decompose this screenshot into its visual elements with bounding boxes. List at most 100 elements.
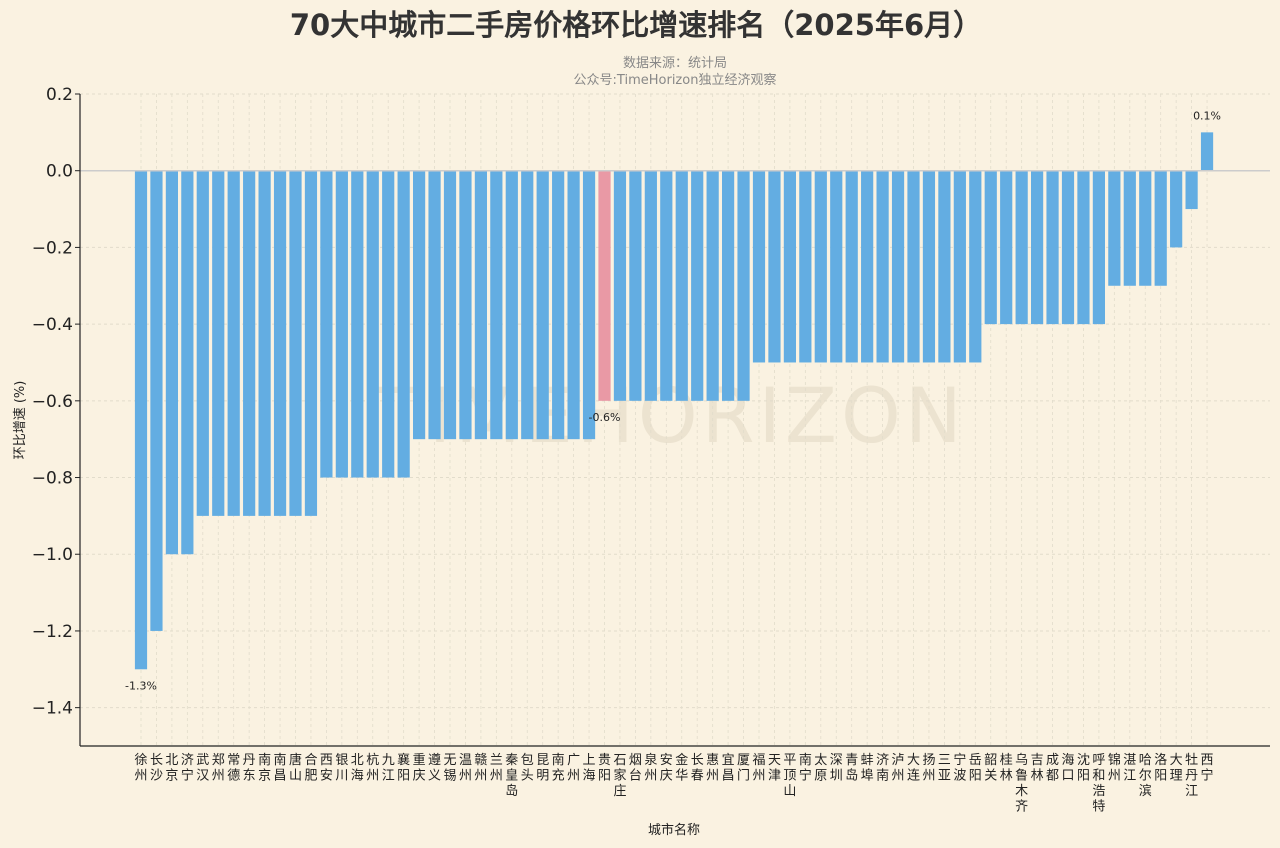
x-tick-char: 银	[335, 753, 348, 768]
x-tick-char: 吉	[1031, 753, 1044, 768]
x-tick-label: 长沙	[150, 753, 163, 784]
x-axis-label: 城市名称	[648, 822, 700, 838]
x-tick-char: 安	[320, 769, 333, 784]
x-tick-char: 成	[1046, 753, 1059, 768]
x-tick-char: 长	[150, 753, 163, 768]
x-tick-char: 南	[274, 752, 287, 768]
x-tick-label: 牡丹江	[1185, 753, 1198, 799]
x-tick-char: 昌	[274, 769, 287, 784]
x-tick-char: 京	[165, 769, 178, 784]
x-tick-label: 北京	[165, 753, 178, 784]
x-tick-label: 南充	[552, 752, 565, 784]
bar-44	[799, 170, 812, 363]
x-tick-char: 蚌	[861, 753, 874, 768]
bar-24	[490, 170, 503, 440]
x-tick-char: 州	[366, 769, 379, 784]
x-tick-label: 厦门	[737, 753, 750, 784]
bar-13	[320, 170, 333, 478]
x-tick-label: 惠州	[706, 753, 719, 784]
bar-42	[768, 170, 781, 363]
x-tick-label: 南京	[258, 752, 271, 784]
x-tick-char: 顶	[783, 769, 796, 784]
x-tick-char: 桂	[1000, 753, 1013, 768]
bar-33	[629, 170, 642, 401]
x-tick-label: 天津	[768, 753, 781, 784]
x-tick-char: 德	[227, 769, 240, 784]
x-tick-label: 吉林	[1031, 753, 1044, 784]
x-tick-char: 沙	[150, 769, 163, 784]
x-tick-label: 北海	[351, 753, 364, 784]
x-tick-label: 岳阳	[969, 753, 982, 784]
x-tick-char: 肥	[304, 769, 317, 784]
x-tick-label: 合肥	[304, 753, 317, 784]
x-tick-label: 杭州	[366, 753, 379, 784]
bar-49	[876, 170, 889, 363]
x-tick-char: 平	[783, 753, 796, 768]
x-tick-label: 深圳	[830, 753, 843, 784]
bar-3	[165, 170, 178, 555]
x-tick-char: 林	[1031, 769, 1044, 784]
x-tick-char: 关	[984, 769, 997, 784]
axes-group	[75, 93, 1270, 747]
x-tick-char: 无	[443, 753, 456, 768]
x-tick-char: 川	[335, 769, 348, 784]
x-tick-char: 州	[490, 769, 503, 784]
x-tick-char: 济	[876, 753, 889, 768]
x-tick-char: 口	[1061, 769, 1074, 784]
x-tick-label: 唐山	[289, 752, 302, 784]
x-tick-char: 北	[165, 753, 178, 768]
x-tick-label: 秦皇岛	[505, 753, 518, 799]
x-tick-char: 大	[1170, 753, 1183, 768]
bar-47	[845, 170, 858, 363]
x-tick-char: 木	[1015, 784, 1028, 799]
y-tick-label: −0.2	[32, 238, 73, 258]
bar-2	[150, 170, 163, 631]
x-tick-char: 武	[196, 753, 209, 768]
bar-59	[1031, 170, 1044, 325]
x-tick-char: 深	[830, 753, 843, 768]
bar-58	[1015, 170, 1028, 325]
bar-15	[351, 170, 364, 478]
x-tick-char: 温	[459, 753, 472, 768]
x-tick-char: 泉	[644, 752, 657, 768]
x-tick-char: 杭	[366, 753, 379, 768]
x-tick-label: 宁波	[953, 752, 966, 784]
x-tick-char: 常	[227, 753, 240, 768]
x-tick-char: 岳	[969, 753, 982, 768]
bar-19	[413, 170, 426, 440]
x-tick-char: 原	[814, 769, 827, 784]
x-tick-char: 宜	[722, 753, 735, 768]
x-tick-char: 州	[922, 769, 935, 784]
x-tick-char: 遵	[428, 752, 441, 768]
y-tick-label: −1.4	[32, 699, 73, 719]
x-tick-char: 州	[459, 769, 472, 784]
x-tick-char: 充	[552, 768, 565, 784]
x-tick-char: 家	[613, 768, 626, 784]
x-tick-char: 东	[243, 769, 256, 784]
x-tick-label: 常德	[227, 753, 240, 784]
bar-61	[1061, 170, 1075, 325]
x-tick-char: 齐	[1015, 799, 1028, 815]
x-tick-char: 兰	[490, 753, 503, 768]
x-tick-char: 江	[1123, 769, 1136, 784]
bar-52	[922, 170, 936, 363]
x-tick-label: 丹东	[243, 753, 256, 784]
x-tick-label: 哈尔滨	[1139, 753, 1152, 799]
x-tick-char: 宁	[181, 768, 194, 784]
x-tick-label: 沈阳	[1077, 753, 1090, 784]
x-tick-label: 海口	[1061, 753, 1074, 784]
x-tick-char: 门	[737, 769, 750, 784]
y-tick-label: −1.2	[32, 622, 73, 642]
x-tick-char: 沈	[1077, 753, 1090, 768]
x-tick-char: 滨	[1139, 783, 1152, 799]
x-tick-label: 南昌	[274, 752, 287, 784]
x-tick-labels: 徐州长沙北京济宁武汉郑州常德丹东南京南昌唐山合肥西安银川北海杭州九江襄阳重庆遵义…	[134, 752, 1213, 815]
x-tick-label: 襄阳	[397, 752, 410, 784]
x-tick-label: 济南	[876, 753, 889, 784]
x-tick-char: 阳	[397, 769, 410, 784]
x-tick-char: 州	[644, 769, 657, 784]
x-tick-char: 都	[1046, 769, 1059, 784]
bar-62	[1077, 170, 1090, 325]
x-tick-label: 成都	[1046, 753, 1059, 784]
